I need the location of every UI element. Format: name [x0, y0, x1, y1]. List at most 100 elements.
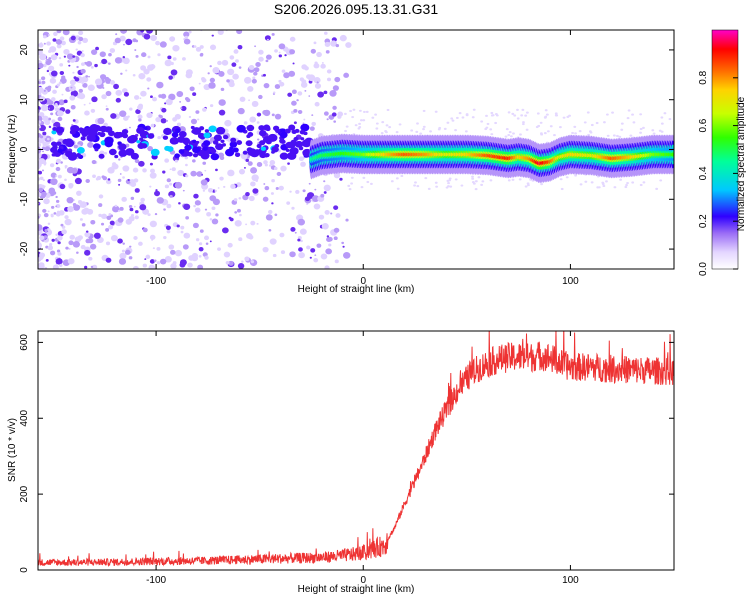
band-blob: [236, 140, 243, 145]
noise-blob: [55, 233, 58, 236]
noise-blob: [446, 179, 450, 183]
noise-blob: [198, 246, 204, 252]
noise-blob: [160, 258, 167, 265]
noise-blob: [48, 49, 52, 53]
noise-blob: [190, 170, 197, 177]
noise-blob: [40, 104, 49, 112]
noise-blob: [56, 249, 61, 253]
noise-blob: [77, 41, 82, 45]
band-blob: [71, 152, 77, 157]
noise-blob: [474, 180, 478, 183]
band-blob: [230, 137, 237, 143]
noise-blob: [38, 165, 41, 169]
noise-blob: [375, 127, 379, 130]
noise-blob: [504, 135, 508, 138]
band-blob: [264, 153, 270, 158]
noise-blob: [38, 152, 42, 159]
band-blob: [99, 125, 108, 133]
noise-blob: [458, 112, 462, 115]
noise-blob: [56, 110, 64, 117]
noise-blob: [255, 62, 261, 67]
noise-blob: [238, 237, 243, 242]
noise-blob: [193, 45, 197, 48]
noise-blob: [115, 33, 118, 36]
band-blob: [108, 148, 117, 156]
noise-blob: [204, 208, 208, 211]
y-tick-label: 0: [19, 146, 30, 152]
noise-blob: [579, 183, 583, 186]
noise-blob: [232, 73, 239, 80]
noise-blob: [164, 184, 170, 189]
noise-blob: [495, 114, 499, 117]
noise-blob: [520, 114, 524, 117]
noise-blob: [333, 236, 338, 241]
noise-blob: [61, 229, 67, 235]
noise-blob: [66, 53, 74, 60]
noise-blob: [169, 182, 173, 186]
noise-blob: [206, 211, 212, 217]
noise-blob: [192, 159, 196, 163]
noise-blob: [521, 108, 525, 111]
noise-blob: [455, 116, 459, 120]
noise-blob: [434, 110, 438, 113]
noise-blob: [45, 259, 49, 262]
noise-blob: [490, 111, 494, 115]
noise-blob: [209, 65, 212, 68]
noise-blob: [297, 109, 303, 115]
noise-blob: [170, 249, 176, 255]
band-blob: [247, 148, 257, 157]
noise-blob: [316, 243, 322, 248]
noise-blob: [110, 113, 117, 119]
noise-blob: [545, 113, 549, 116]
noise-blob: [64, 165, 68, 168]
noise-blob: [162, 170, 166, 174]
noise-blob: [525, 128, 529, 131]
noise-blob: [413, 184, 416, 187]
noise-blob: [298, 156, 305, 162]
noise-blob: [42, 63, 47, 68]
noise-blob: [51, 119, 56, 124]
noise-blob: [627, 109, 631, 112]
noise-blob: [655, 187, 659, 191]
noise-blob: [443, 127, 447, 131]
noise-blob: [214, 189, 218, 193]
ridge-core: [670, 152, 674, 157]
noise-blob: [137, 104, 143, 111]
noise-blob: [47, 245, 54, 251]
noise-blob: [477, 176, 481, 179]
noise-blob: [310, 248, 316, 253]
noise-blob: [96, 175, 102, 181]
noise-blob: [101, 94, 107, 100]
noise-blob: [105, 179, 112, 185]
noise-blob: [352, 108, 356, 111]
noise-blob: [183, 38, 191, 45]
noise-blob: [56, 43, 62, 49]
noise-blob: [112, 205, 120, 213]
y-tick-label: 400: [19, 409, 30, 426]
noise-blob: [304, 90, 307, 92]
noise-blob: [198, 242, 203, 246]
noise-blob: [219, 155, 225, 161]
noise-blob: [127, 179, 130, 182]
noise-blob: [326, 69, 332, 74]
band-blob: [191, 127, 202, 135]
noise-blob: [250, 220, 256, 226]
noise-blob: [196, 171, 203, 177]
noise-blob: [619, 178, 623, 181]
noise-blob: [64, 218, 72, 226]
noise-blob: [250, 167, 258, 174]
noise-blob: [114, 37, 121, 44]
noise-blob: [61, 93, 64, 96]
noise-blob: [61, 75, 66, 80]
noise-blob: [146, 30, 153, 34]
noise-blob: [448, 177, 452, 180]
noise-blob: [174, 159, 179, 163]
noise-blob: [489, 179, 493, 182]
noise-blob: [170, 263, 177, 269]
noise-blob: [513, 114, 517, 117]
noise-blob: [632, 121, 636, 124]
noise-blob: [199, 45, 204, 49]
noise-blob: [434, 181, 438, 184]
noise-blob: [49, 163, 55, 168]
band-blob: [209, 148, 214, 152]
